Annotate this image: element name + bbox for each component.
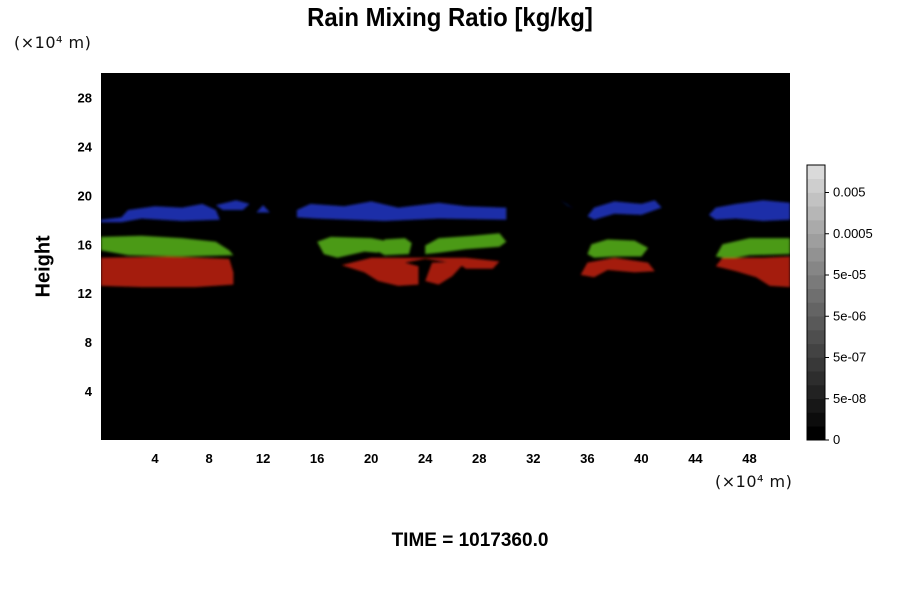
x-tick-label: 4 — [151, 451, 159, 466]
field-region-1-3 — [425, 233, 507, 255]
colorbar-cell — [807, 357, 825, 372]
colorbar-cell — [807, 371, 825, 386]
chart-title: Rain Mixing Ratio [kg/kg] — [307, 2, 593, 32]
colorbar-cell — [807, 302, 825, 317]
field-region-0-1 — [215, 200, 250, 210]
field-region-0-4 — [560, 200, 574, 209]
time-label: TIME = 1017360.0 — [391, 530, 549, 551]
x-tick-label: 44 — [688, 451, 703, 466]
y-tick-label: 8 — [85, 335, 92, 350]
colorbar-label: 5e-08 — [833, 391, 866, 406]
plot-area — [101, 73, 790, 440]
field-layers — [101, 200, 790, 288]
colorbar-cell — [807, 343, 825, 358]
y-tick-label: 20 — [78, 188, 92, 203]
colorbar-label: 0.0005 — [833, 226, 873, 241]
colorbar-cell — [807, 261, 825, 276]
field-region-1-1 — [317, 236, 385, 258]
field-region-1-5 — [715, 238, 790, 259]
colorbar-label: 0 — [833, 432, 840, 447]
colorbar-frame — [806, 164, 826, 441]
x-tick-label: 32 — [526, 451, 540, 466]
colorbar-cell — [807, 316, 825, 331]
field-layer-1 — [101, 233, 790, 259]
field-region-2-1 — [341, 257, 500, 286]
colorbar-cell — [807, 398, 825, 413]
field-region-0-6 — [708, 200, 790, 221]
field-region-2-0 — [101, 256, 234, 288]
colorbar-cell — [807, 220, 825, 235]
x-tick-label: 36 — [580, 451, 594, 466]
x-axis-ticks: 4 8 12 16 20 24 28 32 36 40 44 48 — [151, 451, 756, 466]
field-layer-2 — [101, 256, 790, 288]
field-region-0-3 — [296, 201, 507, 221]
field-region-2-2 — [425, 261, 466, 285]
y-tick-label: 16 — [78, 237, 92, 252]
colorbar-cell — [807, 178, 825, 193]
field-region-2-4 — [715, 256, 790, 288]
field-region-0-2 — [256, 205, 270, 213]
x-tick-label: 16 — [310, 451, 324, 466]
y-axis-unit: (×10⁴ m) — [14, 33, 92, 52]
field-region-0-0 — [101, 203, 220, 223]
colorbar-label: 0.005 — [833, 185, 866, 200]
colorbar-cell — [807, 206, 825, 221]
colorbar-label: 5e-06 — [833, 308, 866, 323]
y-tick-label: 12 — [78, 286, 92, 301]
x-tick-label: 28 — [472, 451, 486, 466]
y-axis-ticks: 4 8 12 16 20 24 28 — [78, 90, 93, 399]
colorbar-cell — [807, 165, 825, 180]
y-tick-label: 28 — [78, 90, 92, 105]
colorbar-cell — [807, 426, 825, 441]
plot-background — [101, 73, 790, 440]
colorbar-cell — [807, 233, 825, 248]
colorbar-cell — [807, 330, 825, 345]
x-tick-label: 48 — [742, 451, 756, 466]
field-region-1-2 — [378, 238, 412, 256]
y-tick-label: 24 — [78, 139, 93, 154]
x-tick-label: 20 — [364, 451, 378, 466]
x-tick-label: 40 — [634, 451, 648, 466]
x-tick-label: 24 — [418, 451, 433, 466]
colorbar-cell — [807, 288, 825, 303]
field-layer-0 — [101, 200, 790, 223]
x-axis-unit: (×10⁴ m) — [715, 472, 793, 491]
colorbar-cell — [807, 385, 825, 400]
colorbar-label: 5e-07 — [833, 350, 866, 365]
field-region-0-5 — [587, 200, 662, 220]
field-region-1-4 — [587, 239, 649, 258]
colorbar-cell — [807, 192, 825, 207]
x-tick-label: 12 — [256, 451, 270, 466]
colorbar-cell — [807, 247, 825, 262]
field-region-2-3 — [580, 257, 655, 278]
colorbar-cell — [807, 275, 825, 290]
x-tick-label: 8 — [205, 451, 212, 466]
field-region-1-0 — [101, 235, 234, 257]
colorbar-label: 5e-05 — [833, 267, 866, 282]
y-tick-label: 4 — [85, 384, 93, 399]
colorbar: 0 5e-08 5e-07 5e-06 5e-05 0.0005 0.005 — [806, 164, 873, 447]
colorbar-cell — [807, 412, 825, 427]
